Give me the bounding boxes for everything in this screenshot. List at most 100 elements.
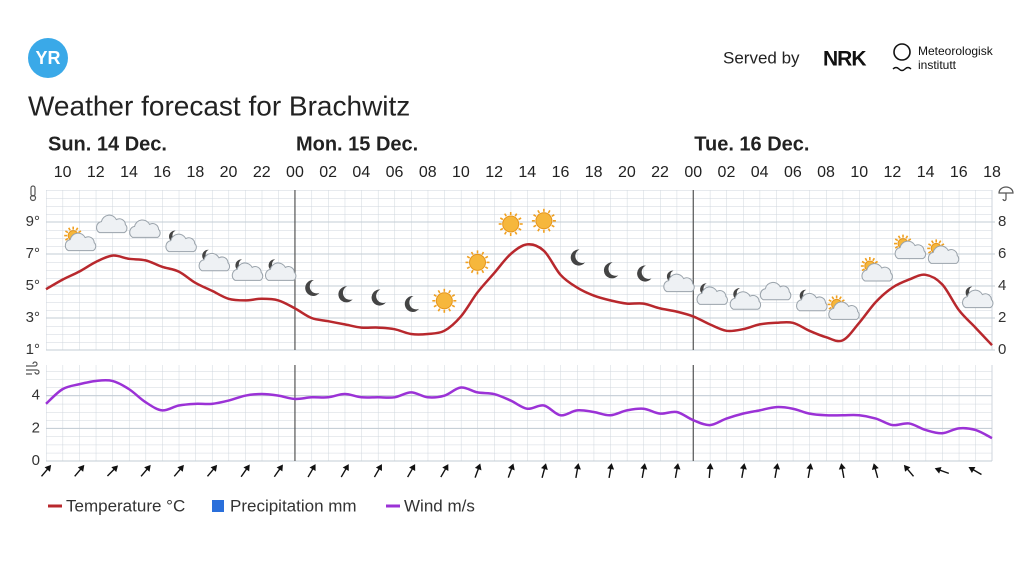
- cloud: [231, 262, 264, 281]
- wind-arrow: [474, 463, 482, 478]
- y2-tick-label: 0: [998, 341, 1006, 358]
- cloud: [696, 286, 728, 305]
- weather-symbol: [729, 288, 762, 310]
- series-line: [45, 378, 993, 440]
- sun-ray: [448, 308, 452, 312]
- sun-ray: [861, 260, 866, 264]
- sun-ray: [514, 213, 518, 217]
- sun-ray: [864, 257, 868, 262]
- weather-symbol: [827, 295, 860, 320]
- cloud: [861, 263, 893, 282]
- weather-symbol: [371, 289, 386, 306]
- arrow-head: [309, 464, 316, 472]
- y2-tick-label: 8: [998, 213, 1006, 230]
- sun-ray: [433, 304, 437, 308]
- y-tick-label: 0: [32, 452, 40, 469]
- arrow-head: [706, 463, 714, 470]
- sun-ray: [514, 231, 518, 235]
- weather-symbol: [231, 259, 264, 281]
- arrow-head: [573, 463, 581, 470]
- x-tick-label: 08: [817, 164, 835, 181]
- cloud: [663, 273, 695, 293]
- weather-symbol: [531, 208, 556, 233]
- wind-arrow: [273, 464, 283, 478]
- met-logo[interactable]: Meteorologisk institutt: [892, 43, 994, 72]
- x-tick-label: 12: [87, 164, 105, 181]
- arrow-head: [739, 463, 747, 470]
- sun-ray: [897, 235, 901, 239]
- wind-panel: [46, 365, 992, 461]
- arrow-head: [409, 464, 416, 472]
- legend-label: Wind m/s: [404, 496, 475, 515]
- x-tick-label: 22: [651, 164, 669, 181]
- wind-arrow: [140, 464, 151, 477]
- sun-ray: [841, 299, 845, 303]
- arrow-head: [44, 464, 52, 472]
- sun-ray: [828, 299, 832, 303]
- arrow-head: [375, 464, 382, 472]
- cloud: [96, 214, 128, 234]
- weather-symbol: [894, 234, 927, 260]
- weather-symbol: [759, 281, 792, 301]
- weather-symbol: [305, 279, 320, 296]
- y-tick-label: 1°: [26, 341, 40, 358]
- arrow-head: [640, 463, 648, 470]
- moon: [338, 286, 353, 303]
- weather-symbol: [962, 286, 994, 309]
- wind-arrow: [507, 463, 515, 478]
- sun-ray: [537, 210, 541, 214]
- arrow-head: [968, 466, 976, 474]
- arrow-head: [673, 463, 681, 470]
- sun-ray: [831, 296, 835, 300]
- x-tick-label: 16: [153, 164, 171, 181]
- sun-ray: [484, 266, 489, 270]
- sun-ray: [437, 290, 441, 294]
- arrow-head: [934, 467, 942, 474]
- wind-arrow: [173, 464, 184, 477]
- arrow-head: [342, 464, 349, 472]
- sun-ray: [874, 260, 879, 264]
- sun-ray: [64, 237, 69, 241]
- wind-arrow: [106, 465, 119, 477]
- sun-ray: [551, 214, 555, 217]
- wind-arrow: [934, 467, 950, 475]
- moon: [603, 262, 619, 279]
- sun-ray: [518, 217, 522, 221]
- y-tick-label: 5°: [26, 277, 40, 294]
- cloud: [894, 240, 927, 260]
- arrow-head: [773, 463, 781, 470]
- wind-arrow: [307, 464, 316, 478]
- wind-arrow: [240, 464, 250, 478]
- wind-arrow: [806, 463, 814, 479]
- x-tick-label: 14: [518, 164, 536, 181]
- sun-ray: [941, 243, 945, 247]
- sun-ray: [484, 255, 489, 259]
- sun-ray: [466, 266, 471, 270]
- wind-arrow: [640, 463, 648, 479]
- wind-arrow: [739, 463, 747, 479]
- weather-symbol: [404, 295, 420, 312]
- sun-ray: [938, 240, 942, 244]
- day-label: Sun. 14 Dec.: [48, 133, 167, 155]
- met-wave: [892, 66, 912, 72]
- arrow-head: [276, 464, 283, 472]
- wind-arrow: [573, 463, 581, 479]
- nrk-logo[interactable]: NRK: [823, 48, 867, 71]
- logo-text: YR: [35, 48, 60, 68]
- yr-logo[interactable]: YR: [28, 38, 68, 78]
- x-tick-label: 00: [286, 164, 304, 181]
- sun-ray: [433, 294, 437, 297]
- moon: [305, 279, 320, 296]
- weather-symbol: [603, 262, 619, 279]
- sun-ray: [838, 296, 842, 300]
- sun-ray: [828, 306, 832, 310]
- x-tick-label: 06: [784, 164, 802, 181]
- weather-symbol: [64, 226, 97, 252]
- sun-ray: [928, 250, 932, 254]
- wind-arrow: [440, 464, 449, 478]
- sun-ray: [448, 290, 452, 294]
- arrow-head: [541, 463, 548, 470]
- arrow-head: [806, 463, 814, 470]
- weather-symbol: [432, 288, 457, 313]
